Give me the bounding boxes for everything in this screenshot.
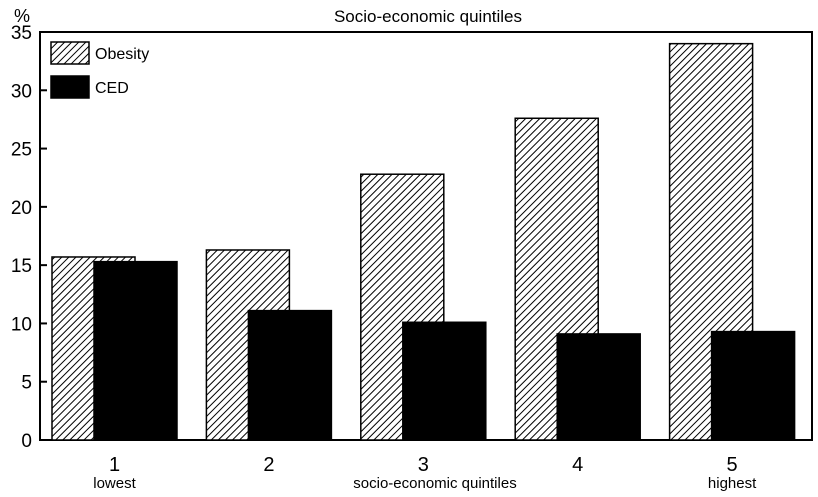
x-tick-label: 4 (572, 454, 583, 476)
x-tick-label: 3 (418, 454, 429, 476)
y-tick-label: 30 (11, 81, 32, 102)
y-tick-label: 20 (11, 198, 32, 219)
x-tick-label: 2 (263, 454, 274, 476)
bar-ced-4 (556, 333, 641, 441)
bar-ced-3 (402, 321, 487, 441)
y-tick-label: 5 (21, 373, 32, 394)
chart-title: Socio-economic quintiles (334, 7, 522, 26)
legend-label-obesity: Obesity (95, 46, 149, 63)
y-tick-label: 25 (11, 140, 32, 161)
legend-swatch-ced (50, 75, 90, 99)
x-tick-sublabel: lowest (93, 475, 136, 492)
bar-ced-5 (710, 330, 796, 441)
x-tick-label: 1 (109, 454, 120, 476)
legend-swatch-obesity (50, 41, 90, 65)
x-tick-label: 5 (727, 454, 738, 476)
x-tick-sublabel: highest (708, 475, 757, 492)
bar-ced-2 (247, 309, 333, 441)
x-axis-title: socio-economic quintiles (353, 475, 516, 492)
y-tick-label: 15 (11, 256, 32, 277)
bar-ced-1 (93, 260, 178, 441)
y-axis-label: % (14, 6, 30, 26)
y-tick-label: 35 (11, 23, 32, 44)
bars (51, 42, 796, 441)
y-tick-label: 0 (21, 431, 32, 452)
legend-label-ced: CED (95, 80, 129, 97)
legend: Obesity CED (50, 41, 149, 99)
y-tick-label: 10 (11, 314, 32, 335)
